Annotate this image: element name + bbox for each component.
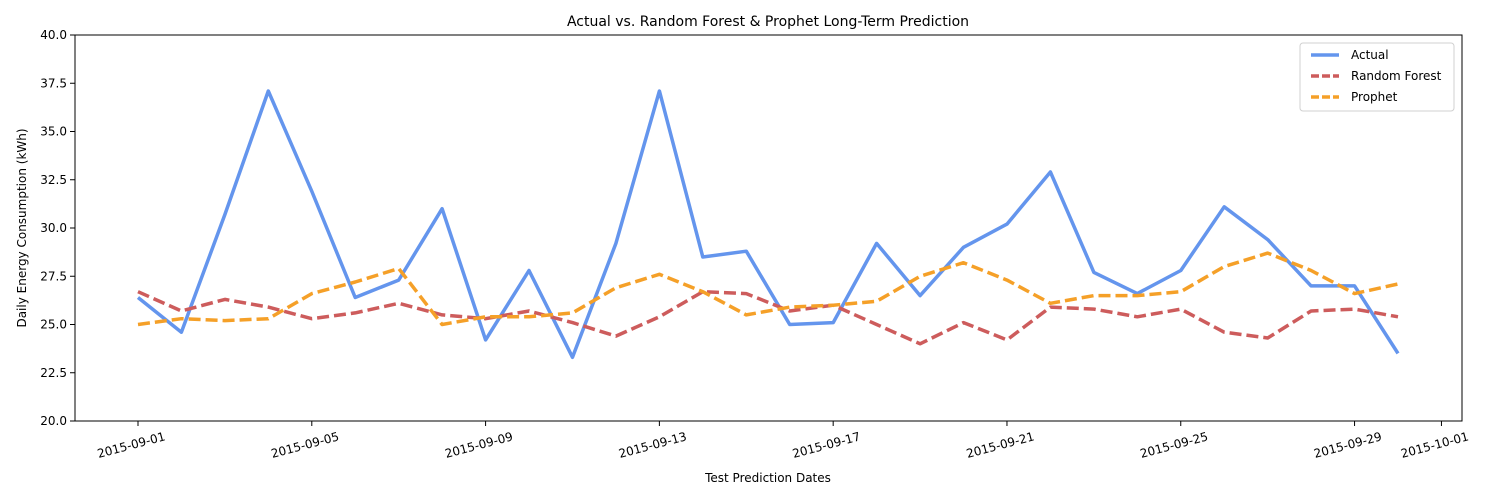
x-tick-label: 2015-09-05	[270, 429, 341, 461]
legend-label: Prophet	[1351, 90, 1398, 104]
y-tick-label: 22.5	[40, 366, 67, 380]
x-tick-label: 2015-09-29	[1312, 429, 1383, 461]
x-tick-label: 2015-09-21	[965, 429, 1036, 461]
series-line-actual	[136, 89, 1400, 360]
plot-lines	[136, 89, 1400, 360]
y-tick-label: 27.5	[40, 269, 67, 283]
y-axis-label: Daily Energy Consumption (kWh)	[15, 128, 29, 327]
x-tick-label: 2015-09-09	[443, 429, 514, 461]
legend-label: Random Forest	[1351, 69, 1442, 83]
y-tick-label: 25.0	[40, 318, 67, 332]
y-tick-label: 32.5	[40, 173, 67, 187]
x-tick-label: 2015-10-01	[1399, 429, 1470, 461]
y-tick-label: 40.0	[40, 28, 67, 42]
x-tick-label: 2015-09-17	[791, 429, 862, 461]
y-tick-label: 20.0	[40, 414, 67, 428]
x-tick-label: 2015-09-25	[1139, 429, 1210, 461]
legend-box	[1299, 42, 1455, 112]
x-tick-label: 2015-09-01	[96, 429, 167, 461]
legend-label: Actual	[1351, 48, 1389, 62]
legend: Actual Random Forest Prophet	[1299, 42, 1455, 112]
series-line-random-forest	[137, 289, 1399, 346]
series-line-prophet	[137, 251, 1399, 327]
y-axis: 20.0 22.5 25.0 27.5 30.0 32.5 35.0 37.5 40.0	[40, 28, 75, 428]
x-tick-label: 2015-09-13	[617, 429, 688, 461]
y-tick-label: 30.0	[40, 221, 67, 235]
x-axis-label: Test Prediction Dates	[704, 471, 831, 485]
x-axis: 2015-09-01 2015-09-05 2015-09-09 2015-09-13…	[96, 421, 1470, 461]
chart-title: Actual vs. Random Forest & Prophet Long-…	[567, 14, 969, 30]
y-tick-label: 35.0	[40, 125, 67, 139]
y-tick-label: 37.5	[40, 76, 67, 90]
